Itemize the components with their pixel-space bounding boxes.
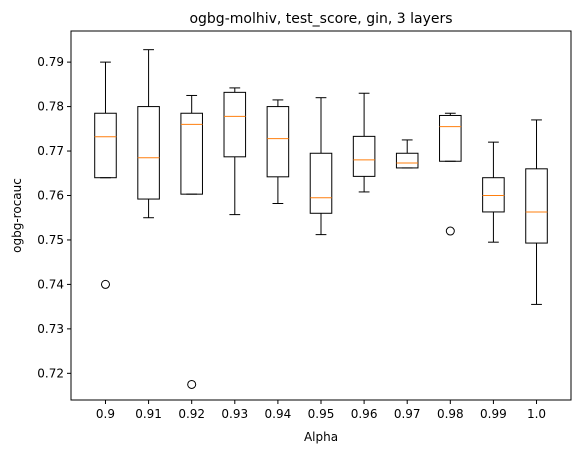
y-tick-label: 0.75 (37, 233, 64, 247)
box-0.97 (395, 152, 419, 169)
x-tick-label: 0.98 (437, 407, 464, 421)
x-tick-label: 0.94 (265, 407, 292, 421)
x-tick-label: 1.0 (527, 407, 546, 421)
x-tick-label: 0.95 (308, 407, 335, 421)
box-0.91 (137, 106, 160, 200)
x-tick-label: 0.9 (96, 407, 115, 421)
box-0.92 (180, 112, 203, 195)
x-axis-label: Alpha (304, 430, 338, 444)
y-tick-label: 0.78 (37, 100, 64, 114)
outlier-0.9 (100, 279, 110, 289)
box-0.98 (439, 114, 462, 162)
box-0.9 (94, 112, 117, 179)
x-tick-label: 0.91 (135, 407, 162, 421)
box-0.94 (266, 106, 290, 178)
box-1.0 (525, 168, 548, 244)
box-0.96 (352, 135, 376, 177)
y-tick-label: 0.76 (37, 188, 64, 202)
outlier-0.98 (445, 226, 455, 236)
y-tick-label: 0.77 (37, 144, 64, 158)
x-tick-label: 0.92 (178, 407, 205, 421)
box-0.99 (482, 177, 505, 213)
x-tick-label: 0.96 (351, 407, 378, 421)
chart-title: ogbg-molhiv, test_score, gin, 3 layers (189, 11, 452, 27)
y-tick-label: 0.73 (37, 322, 64, 336)
y-tick-label: 0.74 (37, 277, 64, 291)
x-tick-label: 0.93 (221, 407, 248, 421)
plot-frame (70, 30, 572, 401)
outlier-0.92 (187, 379, 197, 389)
x-tick-label: 0.99 (480, 407, 507, 421)
plot-area: 0.72 0.73 0.74 0.75 0.76 0.77 0.78 0.79 0.9 0.91 0… (37, 49, 548, 421)
y-tick-label: 0.72 (37, 366, 64, 380)
box-0.95 (309, 152, 333, 214)
x-tick-label: 0.97 (394, 407, 421, 421)
box-0.93 (223, 91, 247, 158)
y-axis-label: ogbg-rocauc (10, 178, 24, 253)
y-tick-label: 0.79 (37, 55, 64, 69)
